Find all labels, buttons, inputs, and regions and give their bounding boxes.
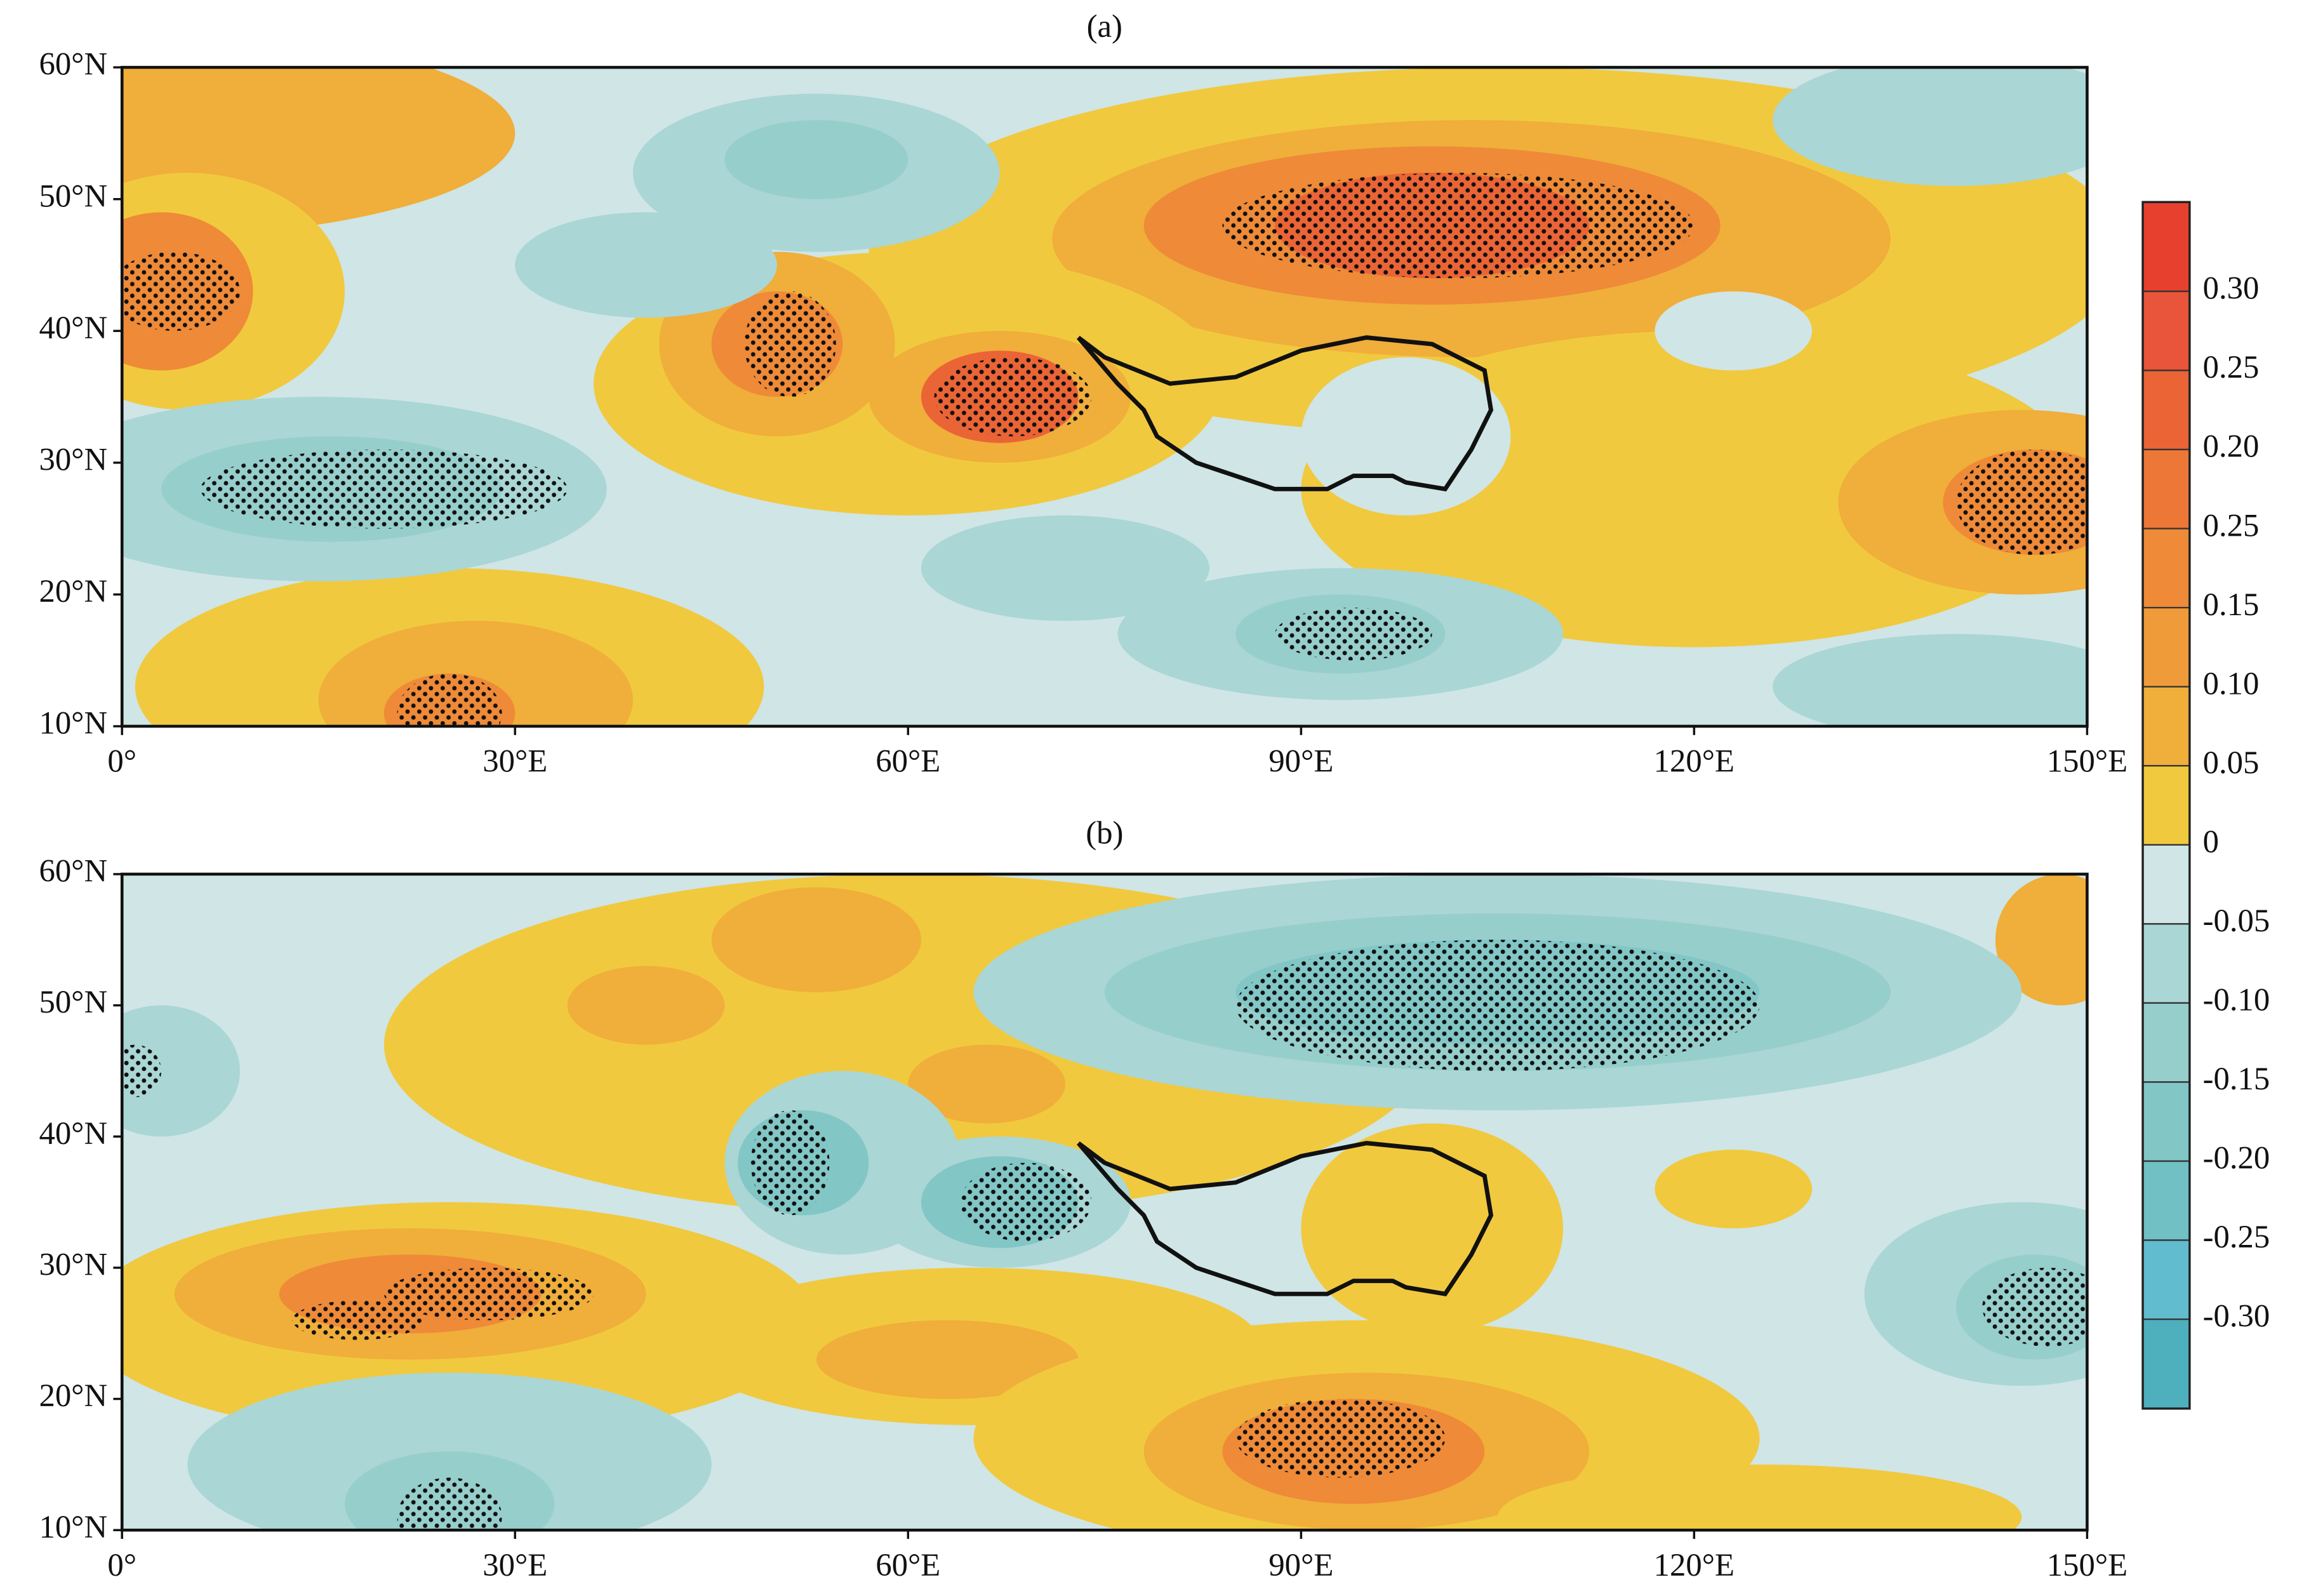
colorbar-band [2141,528,2191,609]
contour-fill [1655,1149,1813,1228]
colorbar-band [2141,448,2191,529]
x-tick-label: 150°E [2047,1547,2127,1583]
y-tick-label: 20°N [39,1378,107,1413]
significance-stipple [397,673,502,726]
y-tick-label: 20°N [39,573,107,609]
x-tick-label: 0° [107,1547,136,1583]
significance-stipple [1982,1267,2087,1347]
colorbar-band [2141,290,2191,371]
colorbar-band [2141,607,2191,688]
colorbar-band [2141,1081,2191,1162]
significance-stipple [750,1110,830,1216]
y-tick-label: 10°N [39,1509,107,1545]
colorbar-label: 0.25 [2203,507,2260,543]
x-tick-label: 90°E [1268,1547,1333,1583]
colorbar-label: 0.15 [2203,587,2260,622]
significance-stipple [1222,173,1694,279]
map-panel [122,67,2087,726]
colorbar-frame [2141,201,2191,1410]
colorbar-label: 0.05 [2203,745,2260,780]
colorbar-label: -0.25 [2203,1219,2270,1254]
x-tick-label: 120°E [1654,1547,1734,1583]
colorbar-label: 0.30 [2203,270,2260,306]
map-panel [122,874,2087,1531]
plateau-outline [1076,335,1494,492]
significance-stipple [292,1300,423,1340]
contour-fill [1301,1123,1564,1334]
significance-stipple [201,449,568,529]
plateau-outline [1076,1141,1494,1296]
contour-fill [724,120,909,199]
y-tick-label: 50°N [39,984,107,1020]
colorbar-label: -0.15 [2203,1061,2270,1096]
contour-fill [1497,1464,2022,1531]
x-tick-label: 60°E [876,1547,940,1583]
significance-stipple [122,251,240,331]
colorbar-band [2141,1160,2191,1241]
significance-stipple [1235,940,1760,1071]
y-tick-label: 30°N [39,1247,107,1282]
colorbar-band [2141,369,2191,451]
y-tick-label: 60°N [39,853,107,889]
contour-fill [1773,634,2087,726]
colorbar-label: 0.25 [2203,349,2260,385]
contour-fill [567,966,725,1045]
significance-stipple [960,1162,1092,1242]
colorbar-band [2141,1002,2191,1083]
significance-stipple [397,1477,502,1531]
significance-stipple [1235,1399,1446,1478]
significance-stipple [1956,449,2087,555]
significance-stipple [383,1267,594,1320]
panel-label: (a) [1087,8,1122,44]
colorbar-band [2141,923,2191,1004]
significance-stipple [934,357,1092,437]
contour-fill [122,1005,240,1137]
colorbar-label: -0.20 [2203,1140,2270,1176]
x-tick-label: 120°E [1654,743,1734,779]
colorbar-label: -0.30 [2203,1298,2270,1334]
significance-stipple [744,291,836,397]
colorbar-label: 0.20 [2203,429,2260,464]
contour-fill [921,515,1209,621]
y-tick-label: 60°N [39,46,107,82]
x-tick-label: 150°E [2047,743,2127,779]
contour-fill [816,1320,1079,1399]
panel-label: (b) [1086,815,1123,851]
y-tick-label: 40°N [39,310,107,345]
colorbar-label: 0.10 [2203,665,2260,701]
colorbar-band [2141,1318,2191,1409]
significance-stipple [1275,608,1432,661]
map-frame [120,65,2089,728]
contour-fill [1773,67,2087,186]
y-tick-label: 30°N [39,441,107,477]
y-tick-label: 10°N [39,705,107,741]
colorbar-label: 0 [2203,823,2219,859]
colorbar-band [2141,201,2191,293]
colorbar-band [2141,844,2191,925]
x-tick-label: 60°E [876,743,940,779]
x-tick-label: 90°E [1268,743,1333,779]
colorbar-band [2141,686,2191,767]
y-tick-label: 50°N [39,178,107,213]
x-tick-label: 30°E [483,743,547,779]
contour-fill [711,887,921,992]
x-tick-label: 0° [107,743,136,779]
y-tick-label: 40°N [39,1115,107,1151]
x-tick-label: 30°E [483,1547,547,1583]
colorbar-band [2141,1239,2191,1320]
map-frame [120,872,2089,1532]
contour-fill [1995,874,2087,1006]
colorbar-label: -0.10 [2203,982,2270,1018]
colorbar-band [2141,765,2191,846]
contour-fill [908,1044,1065,1124]
contour-fill [1655,291,1813,371]
contour-fill [515,212,777,318]
colorbar-label: -0.05 [2203,903,2270,938]
significance-stipple [122,1044,162,1098]
